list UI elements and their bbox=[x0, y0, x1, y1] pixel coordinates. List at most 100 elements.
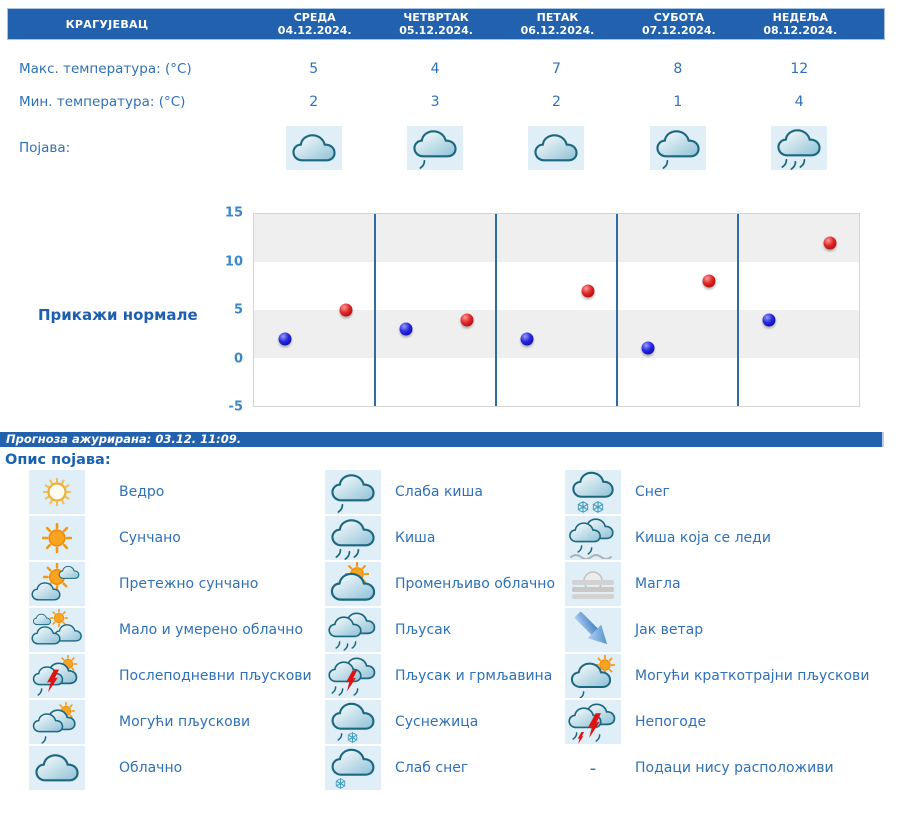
weather-icon bbox=[285, 126, 342, 170]
day-date: 04.12.2024. bbox=[277, 24, 352, 37]
legend-item: Сунчано bbox=[29, 516, 312, 560]
day-header: СРЕДА 04.12.2024. bbox=[254, 11, 375, 37]
legend-item: Слаба киша bbox=[325, 470, 555, 514]
day-separator-line bbox=[737, 214, 739, 406]
legend-item: Магла bbox=[565, 562, 869, 606]
legend-label: Суснежица bbox=[395, 714, 479, 730]
legend-title: Опис појава: bbox=[5, 452, 111, 468]
y-tick-label: -5 bbox=[228, 399, 243, 415]
legend-label: Слаба киша bbox=[395, 484, 483, 500]
mostly-sunny-icon bbox=[29, 562, 85, 606]
day-separator-line bbox=[616, 214, 618, 406]
legend-item: Променљиво облачно bbox=[325, 562, 555, 606]
max-temp-row: Макс. температура: (°C) 5 4 7 8 12 bbox=[7, 55, 885, 83]
legend-label: Слаб снег bbox=[395, 760, 469, 776]
legend-label: Пљусак bbox=[395, 622, 452, 638]
y-tick-label: 0 bbox=[233, 351, 243, 366]
min-temp-point bbox=[278, 332, 292, 346]
day-date: 07.12.2024. bbox=[641, 24, 716, 37]
legend-label: Снег bbox=[635, 484, 670, 500]
no-data-dash-icon: - bbox=[565, 746, 621, 790]
afternoon-showers-icon bbox=[29, 654, 85, 698]
update-text: Прогноза ажурирана: 03.12. 11:09. bbox=[6, 432, 242, 446]
day-separator-line bbox=[374, 214, 376, 406]
day-date: 05.12.2024. bbox=[399, 24, 473, 37]
min-temp-value: 1 bbox=[673, 94, 683, 110]
day-header: СУБОТА 07.12.2024. bbox=[618, 11, 739, 37]
legend-label: Подаци нису расположиви bbox=[635, 760, 834, 776]
max-temp-point bbox=[339, 303, 353, 317]
legend-column-2: Слаба киша Киша Променљиво облачно Пљуса… bbox=[325, 470, 555, 792]
max-temp-value: 12 bbox=[790, 61, 809, 77]
legend-label: Претежно сунчано bbox=[119, 576, 259, 592]
thunder-shower-icon bbox=[325, 654, 381, 698]
legend-item: Послеподневни пљускови bbox=[29, 654, 312, 698]
fog-icon bbox=[565, 562, 621, 606]
legend-label: Пљусак и грмљавина bbox=[395, 668, 553, 684]
weather-icon bbox=[649, 126, 706, 170]
legend-item: Претежно сунчано bbox=[29, 562, 312, 606]
legend-item: Пљусак и грмљавина bbox=[325, 654, 555, 698]
legend-item: Могући краткотрајни пљускови bbox=[565, 654, 869, 698]
max-temp-label: Макс. температура: (°C) bbox=[19, 61, 192, 77]
legend-label: Јак ветар bbox=[635, 622, 704, 638]
legend-item: Киша bbox=[325, 516, 555, 560]
weather-icon bbox=[407, 126, 464, 170]
legend-item: Непогоде bbox=[565, 700, 869, 744]
day-name: НЕДЕЉА bbox=[772, 11, 828, 24]
max-temp-value: 4 bbox=[430, 61, 440, 77]
cloud-rain-icon bbox=[325, 516, 381, 560]
wind-icon bbox=[565, 608, 621, 652]
legend-item: Мало и умерено облачно bbox=[29, 608, 312, 652]
legend-label: Магла bbox=[635, 576, 681, 592]
possible-showers-icon bbox=[29, 700, 85, 744]
legend-item: Слаб снег bbox=[325, 746, 555, 790]
legend-column-1: Ведро Сунчано Претежно сунчано Мало и ум… bbox=[29, 470, 312, 792]
day-separator-line bbox=[495, 214, 497, 406]
max-temp-point bbox=[460, 313, 474, 327]
city-name: КРАГУЈЕВАЦ bbox=[65, 17, 149, 31]
min-temp-label: Мин. температура: (°C) bbox=[19, 94, 186, 110]
legend-item: Ведро bbox=[29, 470, 312, 514]
chart-plot bbox=[253, 213, 860, 407]
max-temp-point bbox=[581, 284, 595, 298]
min-temp-value: 3 bbox=[430, 94, 440, 110]
legend-label: Могући пљускови bbox=[119, 714, 251, 730]
legend-item: Киша која се леди bbox=[565, 516, 869, 560]
weather-icon bbox=[771, 126, 828, 170]
day-header: НЕДЕЉА 08.12.2024. bbox=[740, 11, 861, 37]
min-temp-value: 2 bbox=[309, 94, 319, 110]
legend-item: Снег bbox=[565, 470, 869, 514]
show-normals-link[interactable]: Прикажи нормале bbox=[38, 306, 198, 324]
forecast-header: КРАГУЈЕВАЦ СРЕДА 04.12.2024. ЧЕТВРТАК 05… bbox=[7, 8, 885, 40]
brief-showers-icon bbox=[565, 654, 621, 698]
y-tick-label: 15 bbox=[224, 205, 243, 221]
legend-label: Могући краткотрајни пљускови bbox=[635, 668, 870, 684]
cloud-light-rain-icon bbox=[325, 470, 381, 514]
legend-label: Сунчано bbox=[119, 530, 181, 546]
min-temp-point bbox=[520, 332, 534, 346]
day-date: 08.12.2024. bbox=[763, 24, 838, 37]
legend-item: - Подаци нису расположиви bbox=[565, 746, 869, 790]
legend-item: Облачно bbox=[29, 746, 312, 790]
svg-text:-: - bbox=[590, 758, 597, 779]
sun-icon bbox=[29, 516, 85, 560]
min-temp-row: Мин. температура: (°C) 2 3 2 1 4 bbox=[7, 88, 885, 116]
partly-cloudy-icon bbox=[29, 608, 85, 652]
update-bar: Прогноза ажурирана: 03.12. 11:09. bbox=[0, 432, 884, 447]
day-header: ПЕТАК 06.12.2024. bbox=[497, 11, 618, 37]
day-date: 06.12.2024. bbox=[520, 24, 595, 37]
y-tick-label: 10 bbox=[224, 254, 243, 269]
legend-item: Суснежица bbox=[325, 700, 555, 744]
sleet-icon bbox=[325, 700, 381, 744]
chart-y-axis: 15 10 5 0 -5 bbox=[211, 206, 247, 415]
legend-label: Непогоде bbox=[635, 714, 707, 730]
weather-icon bbox=[528, 126, 585, 170]
light-snow-icon bbox=[325, 746, 381, 790]
day-header: ЧЕТВРТАК 05.12.2024. bbox=[375, 11, 496, 37]
min-temp-point bbox=[762, 313, 776, 327]
min-temp-point bbox=[641, 341, 655, 355]
phenomenon-label: Појава: bbox=[19, 140, 71, 156]
max-temp-point bbox=[823, 236, 837, 250]
